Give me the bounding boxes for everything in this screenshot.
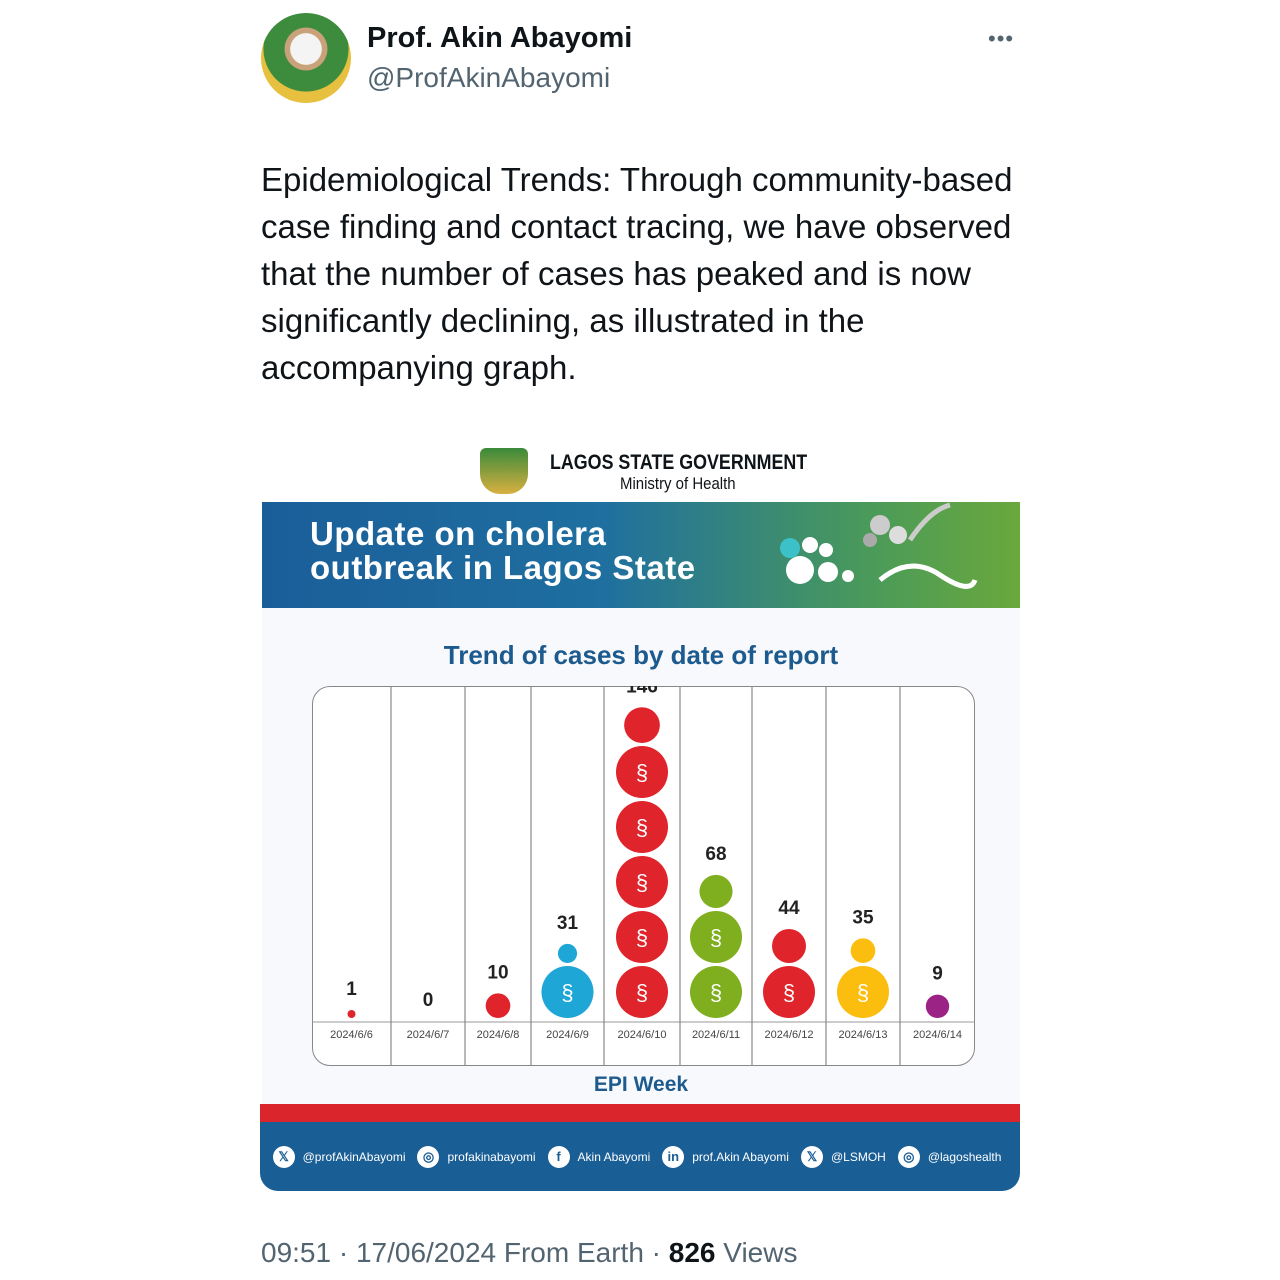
data-label: 35 xyxy=(852,907,874,928)
tick-label: 2024/6/7 xyxy=(407,1029,450,1041)
banner-line-1: Update on cholera xyxy=(310,515,607,552)
chart-title: Trend of cases by date of report xyxy=(443,640,839,670)
case-circle-partial xyxy=(624,707,660,743)
social-link[interactable]: in prof.Akin Abayomi xyxy=(662,1145,789,1168)
banner-title: Update on cholera outbreak in Lagos Stat… xyxy=(310,517,696,585)
bacteria-illustration-icon xyxy=(780,502,978,589)
case-circle xyxy=(616,911,668,963)
case-circle xyxy=(616,856,668,908)
tick-label: 2024/6/12 xyxy=(765,1029,814,1041)
bacteria-icon: § xyxy=(561,980,573,1005)
lagos-crest-logo xyxy=(480,448,528,494)
case-circle-partial xyxy=(699,874,733,908)
social-label: prof.Akin Abayomi xyxy=(692,1149,789,1164)
tick-label: 2024/6/6 xyxy=(330,1029,373,1041)
case-circle-partial xyxy=(485,993,511,1018)
case-circle-partial xyxy=(557,943,578,963)
facebook-icon: f xyxy=(547,1145,570,1168)
case-circle xyxy=(616,746,668,798)
social-label: profakinabayomi xyxy=(447,1149,536,1164)
data-label: 31 xyxy=(557,913,579,934)
bacteria-icon: § xyxy=(636,815,648,840)
social-label: @lagoshealth xyxy=(927,1149,1002,1164)
banner xyxy=(262,502,1020,608)
tick-label: 2024/6/11 xyxy=(692,1029,740,1041)
social-link[interactable]: 𝕏 @LSMOH xyxy=(800,1145,886,1168)
linkedin-icon: in xyxy=(662,1145,685,1168)
case-circle xyxy=(616,966,668,1018)
bacteria-icon: § xyxy=(636,760,648,785)
tweet-meta: 09:51 · 17/06/2024 From Earth · 826 View… xyxy=(261,1237,797,1269)
case-circle xyxy=(690,911,742,963)
case-circle-partial xyxy=(772,929,806,963)
gov-name: LAGOS STATE GOVERNMENT xyxy=(550,451,808,474)
author-name[interactable]: Prof. Akin Abayomi xyxy=(367,22,633,54)
instagram-icon: ◎ xyxy=(897,1145,920,1168)
tick-label: 2024/6/13 xyxy=(839,1029,888,1041)
social-link[interactable]: ◎ @lagoshealth xyxy=(897,1145,1002,1168)
case-circle xyxy=(837,966,889,1018)
bacteria-icon: § xyxy=(710,980,722,1005)
social-label: Akin Abayomi xyxy=(577,1149,651,1164)
more-options-icon[interactable]: ••• xyxy=(988,26,1015,51)
view-count: 826 xyxy=(668,1237,716,1268)
instagram-icon: ◎ xyxy=(417,1145,440,1168)
data-label: 0 xyxy=(423,990,434,1011)
tick-label: 2024/6/8 xyxy=(477,1029,520,1041)
case-circle-partial xyxy=(925,994,950,1018)
x-axis-label: EPI Week xyxy=(593,1073,689,1096)
data-label: 146 xyxy=(626,686,658,697)
data-label: 44 xyxy=(778,898,800,919)
data-label: 1 xyxy=(346,979,357,1000)
bacteria-icon: § xyxy=(636,925,648,950)
banner-line-2: outbreak in Lagos State xyxy=(310,549,696,586)
social-label: @LSMOH xyxy=(830,1149,886,1164)
tweet-text: Epidemiological Trends: Through communit… xyxy=(261,161,1013,386)
bacteria-icon: § xyxy=(636,980,648,1005)
x-icon: 𝕏 xyxy=(272,1145,295,1168)
case-circle xyxy=(763,966,815,1018)
ministry-name: Ministry of Health xyxy=(620,474,736,493)
x-icon: 𝕏 xyxy=(800,1145,823,1168)
views-label: Views xyxy=(715,1237,798,1268)
data-label: 10 xyxy=(487,962,508,983)
case-circle xyxy=(616,801,668,853)
case-circle-partial xyxy=(850,938,876,963)
case-circle-partial xyxy=(347,1010,356,1018)
tick-label: 2024/6/14 xyxy=(913,1029,962,1041)
bacteria-icon: § xyxy=(857,980,869,1005)
tick-label: 2024/6/9 xyxy=(546,1029,589,1041)
tick-label: 2024/6/10 xyxy=(618,1029,667,1041)
social-link[interactable]: 𝕏 @profAkinAbayomi xyxy=(272,1145,406,1168)
bacteria-icon: § xyxy=(710,925,722,950)
author-handle[interactable]: @ProfAkinAbayomi xyxy=(367,62,611,93)
social-label: @profAkinAbayomi xyxy=(302,1149,406,1164)
chart: 2024/6/6 1 2024/6/7 0 2024/6/8 10 2024/6/9 § 31 2… xyxy=(312,686,975,1066)
social-link[interactable]: ◎ profakinabayomi xyxy=(417,1145,536,1168)
footer-red-stripe xyxy=(260,1104,1020,1122)
data-label: 68 xyxy=(705,844,726,865)
social-link[interactable]: f Akin Abayomi xyxy=(547,1145,651,1168)
timestamp[interactable]: 09:51 · 17/06/2024 From Earth · xyxy=(261,1237,669,1268)
bacteria-icon: § xyxy=(636,870,648,895)
case-circle xyxy=(541,966,594,1018)
social-footer: 𝕏 @profAkinAbayomi ◎ profakinabayomi f Akin A… xyxy=(260,1122,1020,1191)
data-label: 9 xyxy=(932,964,943,985)
case-circle xyxy=(690,966,742,1018)
avatar[interactable] xyxy=(261,13,351,103)
bacteria-icon: § xyxy=(783,980,795,1005)
